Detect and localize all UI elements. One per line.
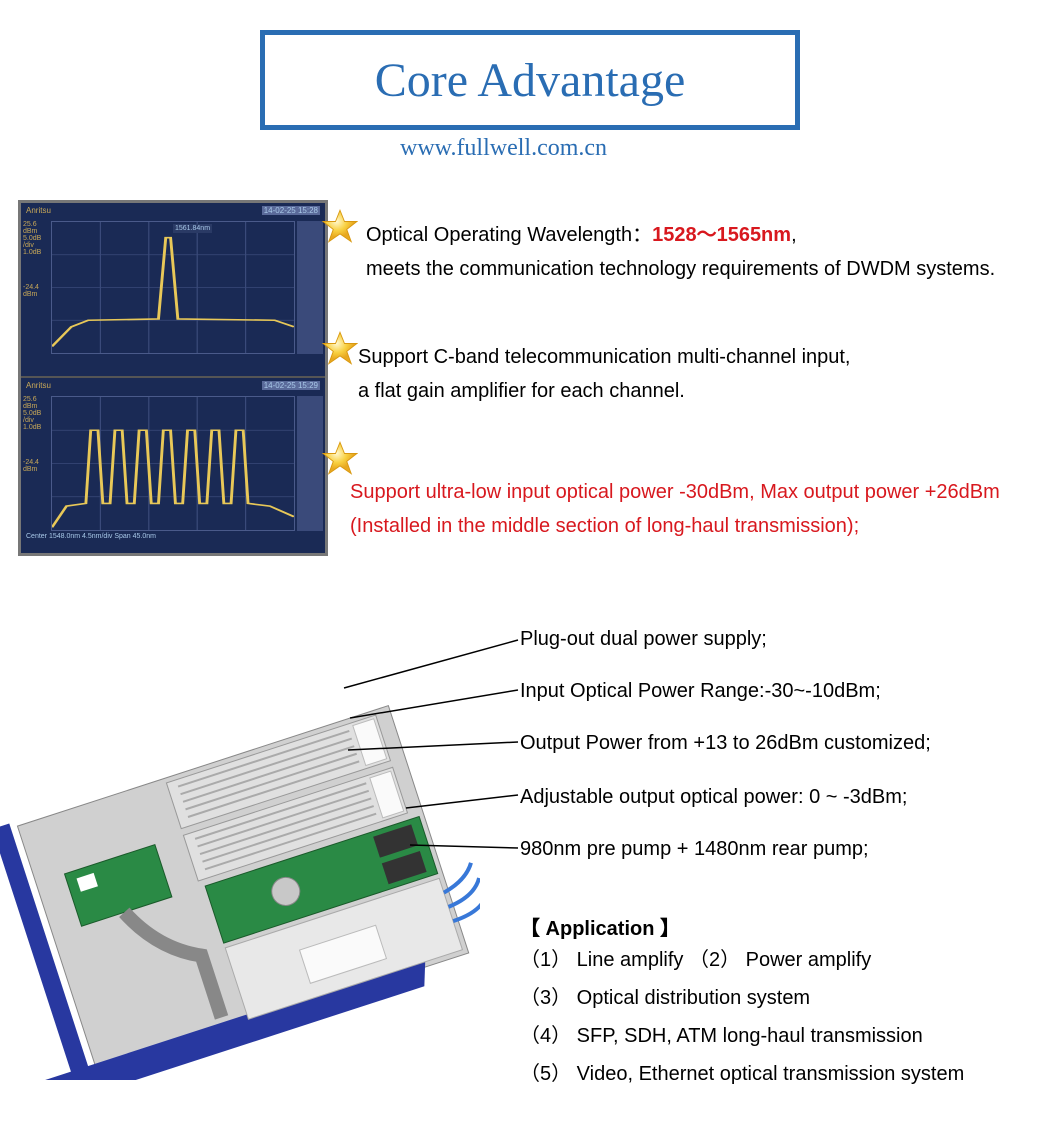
star-icon: [322, 330, 358, 366]
application-row-3: （4） SFP, SDH, ATM long-haul transmission: [520, 1017, 964, 1055]
screen2-plot: [51, 396, 295, 531]
screen2-brand: Anritsu: [26, 381, 51, 390]
application-row-4: （5） Video, Ethernet optical transmission…: [520, 1055, 964, 1093]
page-title: Core Advantage: [375, 53, 686, 108]
application-title: 【 Application 】: [520, 912, 964, 941]
analyzer-screen-1: Anritsu 14-02-25 15:28 25.6 dBm 5.0dB /d…: [21, 203, 325, 378]
b3-line2: (Installed in the middle section of long…: [350, 515, 859, 537]
b1-highlight: 1528～1565nm: [652, 224, 791, 246]
screen1-header: Anritsu 14-02-25 15:28: [26, 206, 320, 220]
b3-line1: Support ultra-low input optical power -3…: [350, 481, 1000, 503]
b1-suffix: ,: [791, 224, 797, 246]
screen1-menu: [297, 221, 323, 354]
screen2-datetime: 14-02-25 15:29: [262, 381, 320, 390]
application-section: 【 Application 】 （1） Line amplify （2） Pow…: [520, 912, 964, 1093]
screen2-xaxis: Center 1548.0nm 4.5nm/div Span 45.0nm: [26, 533, 156, 540]
title-box: Core Advantage: [260, 30, 800, 130]
application-row-1: （1） Line amplify （2） Power amplify: [520, 941, 964, 979]
bullet-2: Support C-band telecommunication multi-c…: [358, 340, 851, 408]
device-illustration: [0, 650, 480, 1080]
callout-1: Plug-out dual power supply;: [520, 628, 767, 651]
callout-4: Adjustable output optical power: 0 ~ -3d…: [520, 786, 907, 809]
screen2-header: Anritsu 14-02-25 15:29: [26, 381, 320, 395]
b1-prefix: Optical Operating Wavelength：: [366, 224, 652, 246]
screen1-brand: Anritsu: [26, 206, 51, 215]
bullet-3: Support ultra-low input optical power -3…: [350, 475, 1000, 543]
callout-2: Input Optical Power Range:-30~-10dBm;: [520, 680, 881, 703]
screen1-marker: 1561.84nm: [173, 224, 212, 233]
analyzer-screens: Anritsu 14-02-25 15:28 25.6 dBm 5.0dB /d…: [18, 200, 328, 556]
screen1-plot: 1561.84nm: [51, 221, 295, 354]
screen2-menu: [297, 396, 323, 531]
callout-3: Output Power from +13 to 26dBm customize…: [520, 732, 931, 755]
bullet-1: Optical Operating Wavelength：1528～1565nm…: [366, 218, 995, 286]
screen1-yaxis: 25.6 dBm 5.0dB /div 1.0dB -24.4 dBm: [23, 221, 49, 354]
analyzer-screen-2: Anritsu 14-02-25 15:29 25.6 dBm 5.0dB /d…: [21, 378, 325, 553]
screen1-datetime: 14-02-25 15:28: [262, 206, 320, 215]
application-row-2: （3） Optical distribution system: [520, 979, 964, 1017]
url-text: www.fullwell.com.cn: [400, 135, 607, 162]
b2-line1: Support C-band telecommunication multi-c…: [358, 346, 851, 368]
screen2-footer: Center 1548.0nm 4.5nm/div Span 45.0nm: [26, 533, 320, 551]
screen1-footer: [26, 356, 320, 374]
screen2-yaxis: 25.6 dBm 5.0dB /div 1.0dB -24.4 dBm: [23, 396, 49, 531]
callout-5: 980nm pre pump + 1480nm rear pump;: [520, 838, 869, 861]
b1-line2: meets the communication technology requi…: [366, 258, 995, 280]
star-icon: [322, 208, 358, 244]
star-icon: [322, 440, 358, 476]
b2-line2: a flat gain amplifier for each channel.: [358, 380, 685, 402]
